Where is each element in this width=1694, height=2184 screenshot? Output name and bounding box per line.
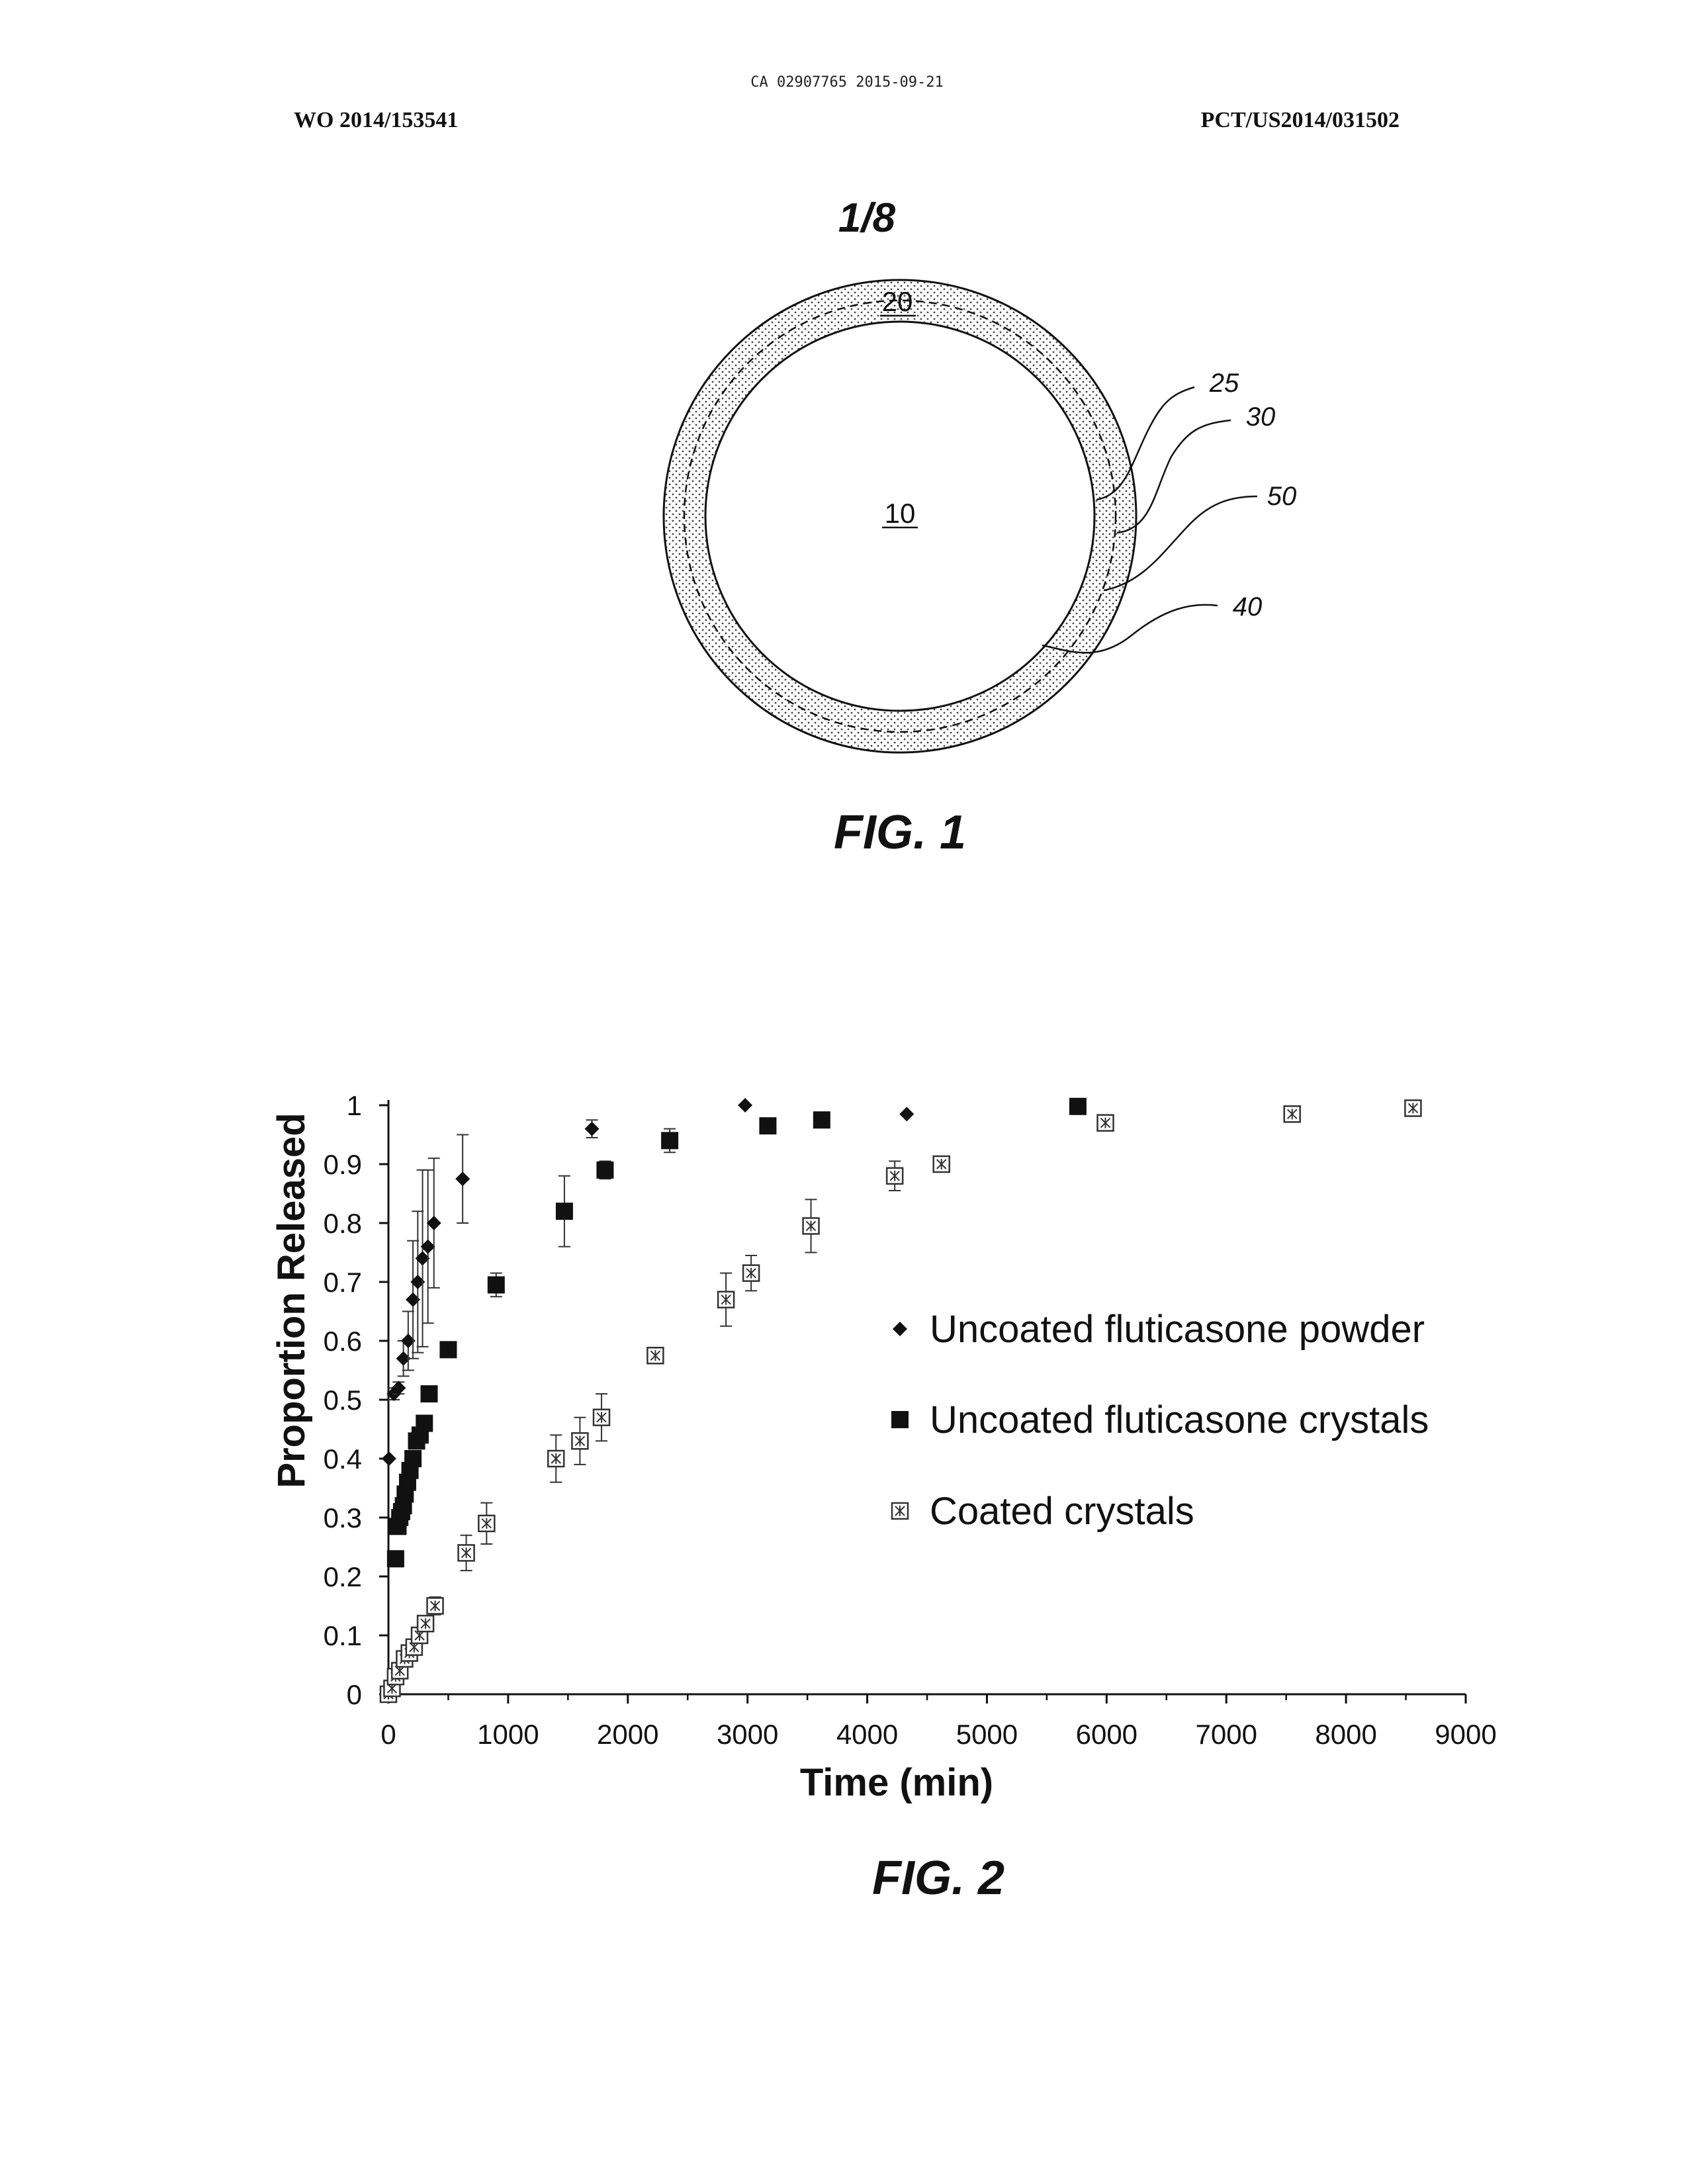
x-tick-label: 9000 xyxy=(1435,1719,1496,1750)
x-tick-label: 8000 xyxy=(1315,1719,1376,1750)
data-point xyxy=(382,1451,396,1466)
data-point xyxy=(478,1516,494,1531)
y-tick-label: 0.6 xyxy=(324,1326,362,1357)
svg-text:10: 10 xyxy=(885,498,916,529)
data-point xyxy=(418,1615,433,1631)
center-label-10: 10 xyxy=(882,498,918,529)
data-point xyxy=(1098,1115,1114,1131)
data-point xyxy=(556,1203,573,1220)
data-point xyxy=(572,1433,588,1449)
x-tick-label: 4000 xyxy=(836,1719,898,1750)
legend-marker xyxy=(892,1503,908,1519)
data-point xyxy=(421,1385,438,1402)
x-tick-label: 7000 xyxy=(1196,1719,1257,1750)
sheet-number: 1/8 xyxy=(838,195,896,241)
x-tick-label: 2000 xyxy=(597,1719,658,1750)
fig2-caption: FIG. 2 xyxy=(872,1852,1004,1905)
data-point xyxy=(1405,1100,1421,1116)
x-tick-label: 1000 xyxy=(477,1719,539,1750)
data-point xyxy=(738,1098,752,1113)
data-point xyxy=(488,1276,505,1293)
data-point xyxy=(899,1107,914,1121)
y-tick-label: 0 xyxy=(347,1679,362,1710)
data-point xyxy=(416,1415,433,1432)
data-point xyxy=(439,1341,457,1358)
data-point xyxy=(759,1117,776,1134)
y-axis-title: Proportion Released xyxy=(270,1113,313,1488)
legend-label: Uncoated fluticasone crystals xyxy=(930,1398,1429,1441)
x-tick-label: 0 xyxy=(380,1719,396,1750)
data-point xyxy=(647,1347,663,1363)
chart-legend: Uncoated fluticasone powder Uncoated flut… xyxy=(891,1308,1429,1533)
data-point xyxy=(387,1550,404,1567)
data-point xyxy=(887,1168,903,1184)
data-point xyxy=(427,1216,441,1230)
fig1-caption: FIG. 1 xyxy=(834,806,966,859)
y-tick-label: 0.3 xyxy=(324,1502,362,1533)
data-point xyxy=(594,1410,609,1426)
y-tick-label: 1 xyxy=(347,1090,362,1121)
series-0 xyxy=(382,1098,914,1466)
svg-text:20: 20 xyxy=(882,286,913,317)
data-point xyxy=(934,1156,950,1172)
legend-marker xyxy=(891,1411,909,1428)
ring-label-20: 20 xyxy=(880,286,916,317)
y-tick-label: 0.9 xyxy=(324,1149,362,1180)
y-tick-label: 0.2 xyxy=(324,1561,362,1592)
data-point xyxy=(548,1451,564,1467)
data-point xyxy=(718,1292,734,1308)
data-point xyxy=(459,1545,474,1561)
application-number: PCT/US2014/031502 xyxy=(1201,108,1400,132)
data-point xyxy=(1069,1098,1087,1115)
data-point xyxy=(404,1450,422,1467)
data-point xyxy=(813,1111,830,1128)
y-tick-label: 0.8 xyxy=(324,1208,362,1239)
data-point xyxy=(661,1132,678,1149)
data-point xyxy=(455,1171,470,1186)
legend-label: Uncoated fluticasone powder xyxy=(930,1308,1425,1351)
x-tick-label: 5000 xyxy=(956,1719,1018,1750)
data-point xyxy=(596,1161,613,1179)
data-point xyxy=(803,1218,819,1234)
data-point xyxy=(427,1598,443,1614)
x-tick-label: 6000 xyxy=(1076,1719,1137,1750)
fig2-chart: 0 0.1 0.2 0.3 0.4 0.5 0.6 0.7 0.8 0.9 1 0 1000 2000 30… xyxy=(270,1090,1497,1804)
label-40: 40 xyxy=(1233,592,1263,621)
x-axis-title: Time (min) xyxy=(800,1761,993,1804)
data-point xyxy=(743,1265,759,1281)
label-30: 30 xyxy=(1246,402,1276,432)
publication-number: WO 2014/153541 xyxy=(294,108,458,132)
y-tick-label: 0.1 xyxy=(324,1620,362,1651)
label-50: 50 xyxy=(1267,482,1297,511)
top-stamp: CA 02907765 2015-09-21 xyxy=(750,74,943,91)
y-tick-label: 0.4 xyxy=(324,1443,362,1475)
legend-label: Coated crystals xyxy=(930,1490,1194,1533)
fig1-drawing: 20 10 25 30 50 40 xyxy=(664,280,1296,752)
y-tick-label: 0.5 xyxy=(324,1385,362,1416)
x-tick-label: 3000 xyxy=(717,1719,778,1750)
data-point xyxy=(585,1122,600,1136)
data-point xyxy=(1284,1106,1300,1122)
legend-marker xyxy=(893,1322,907,1336)
label-25: 25 xyxy=(1209,369,1239,398)
y-tick-label: 0.7 xyxy=(324,1267,362,1298)
